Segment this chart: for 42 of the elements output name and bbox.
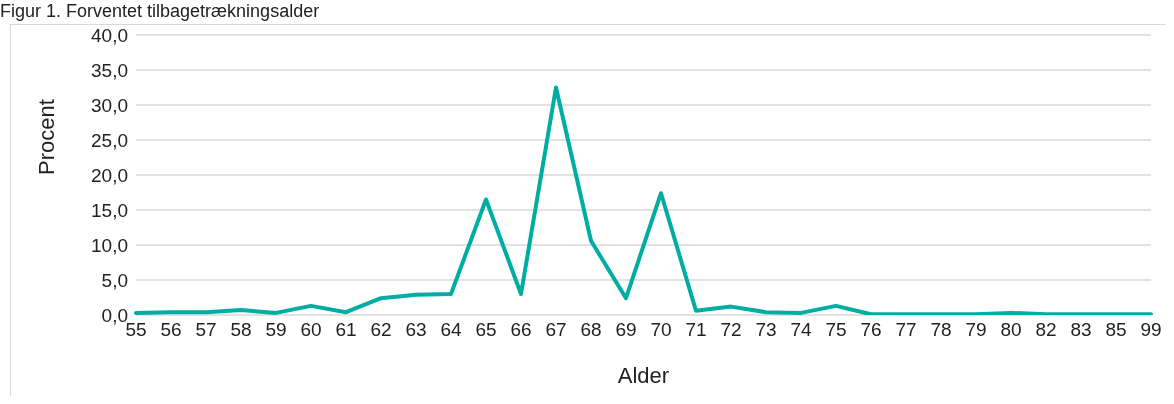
chart-title: Figur 1. Forventet tilbagetrækningsalder bbox=[0, 0, 320, 22]
x-tick-label: 83 bbox=[1070, 319, 1092, 341]
x-tick-label: 72 bbox=[720, 319, 742, 341]
x-tick-label: 82 bbox=[1035, 319, 1057, 341]
x-tick-label: 68 bbox=[580, 319, 602, 341]
y-tick-label: 30,0 bbox=[91, 94, 128, 116]
x-tick-label: 85 bbox=[1105, 319, 1127, 341]
x-tick-label: 58 bbox=[230, 319, 252, 341]
x-tick-label: 79 bbox=[965, 319, 987, 341]
x-tick-label: 62 bbox=[370, 319, 392, 341]
x-tick-label: 76 bbox=[860, 319, 882, 341]
y-tick-label: 15,0 bbox=[91, 199, 128, 221]
y-tick-label: 40,0 bbox=[91, 24, 128, 46]
x-axis-title: Alder bbox=[617, 363, 670, 388]
y-tick-label: 20,0 bbox=[91, 164, 128, 186]
x-tick-label: 99 bbox=[1140, 319, 1162, 341]
x-tick-label: 57 bbox=[195, 319, 217, 341]
x-tick-label: 66 bbox=[510, 319, 532, 341]
y-tick-label: 10,0 bbox=[91, 234, 128, 256]
x-tick-label: 56 bbox=[160, 319, 182, 341]
x-tick-label: 78 bbox=[930, 319, 952, 341]
y-tick-label: 25,0 bbox=[91, 129, 128, 151]
x-tick-label: 67 bbox=[545, 319, 567, 341]
line-series bbox=[134, 85, 1153, 315]
x-tick-label: 59 bbox=[265, 319, 287, 341]
x-tick-label: 63 bbox=[405, 319, 427, 341]
x-tick-label: 60 bbox=[300, 319, 322, 341]
x-tick-label: 69 bbox=[615, 319, 637, 341]
x-tick-label: 70 bbox=[650, 319, 672, 341]
y-tick-label: 35,0 bbox=[91, 59, 128, 81]
x-tick-label: 77 bbox=[895, 319, 917, 341]
x-tick-label: 71 bbox=[685, 319, 707, 341]
x-tick-label: 73 bbox=[755, 319, 777, 341]
x-tick-label: 65 bbox=[475, 319, 497, 341]
x-tick-label: 75 bbox=[825, 319, 847, 341]
y-tick-label: 0,0 bbox=[101, 304, 128, 326]
x-tick-label: 80 bbox=[1000, 319, 1022, 341]
y-axis-title: Procent bbox=[33, 99, 59, 175]
x-tick-label: 64 bbox=[440, 319, 462, 341]
x-tick-label: 61 bbox=[335, 319, 357, 341]
y-tick-label: 5,0 bbox=[101, 269, 128, 291]
x-tick-label: 74 bbox=[790, 319, 812, 341]
